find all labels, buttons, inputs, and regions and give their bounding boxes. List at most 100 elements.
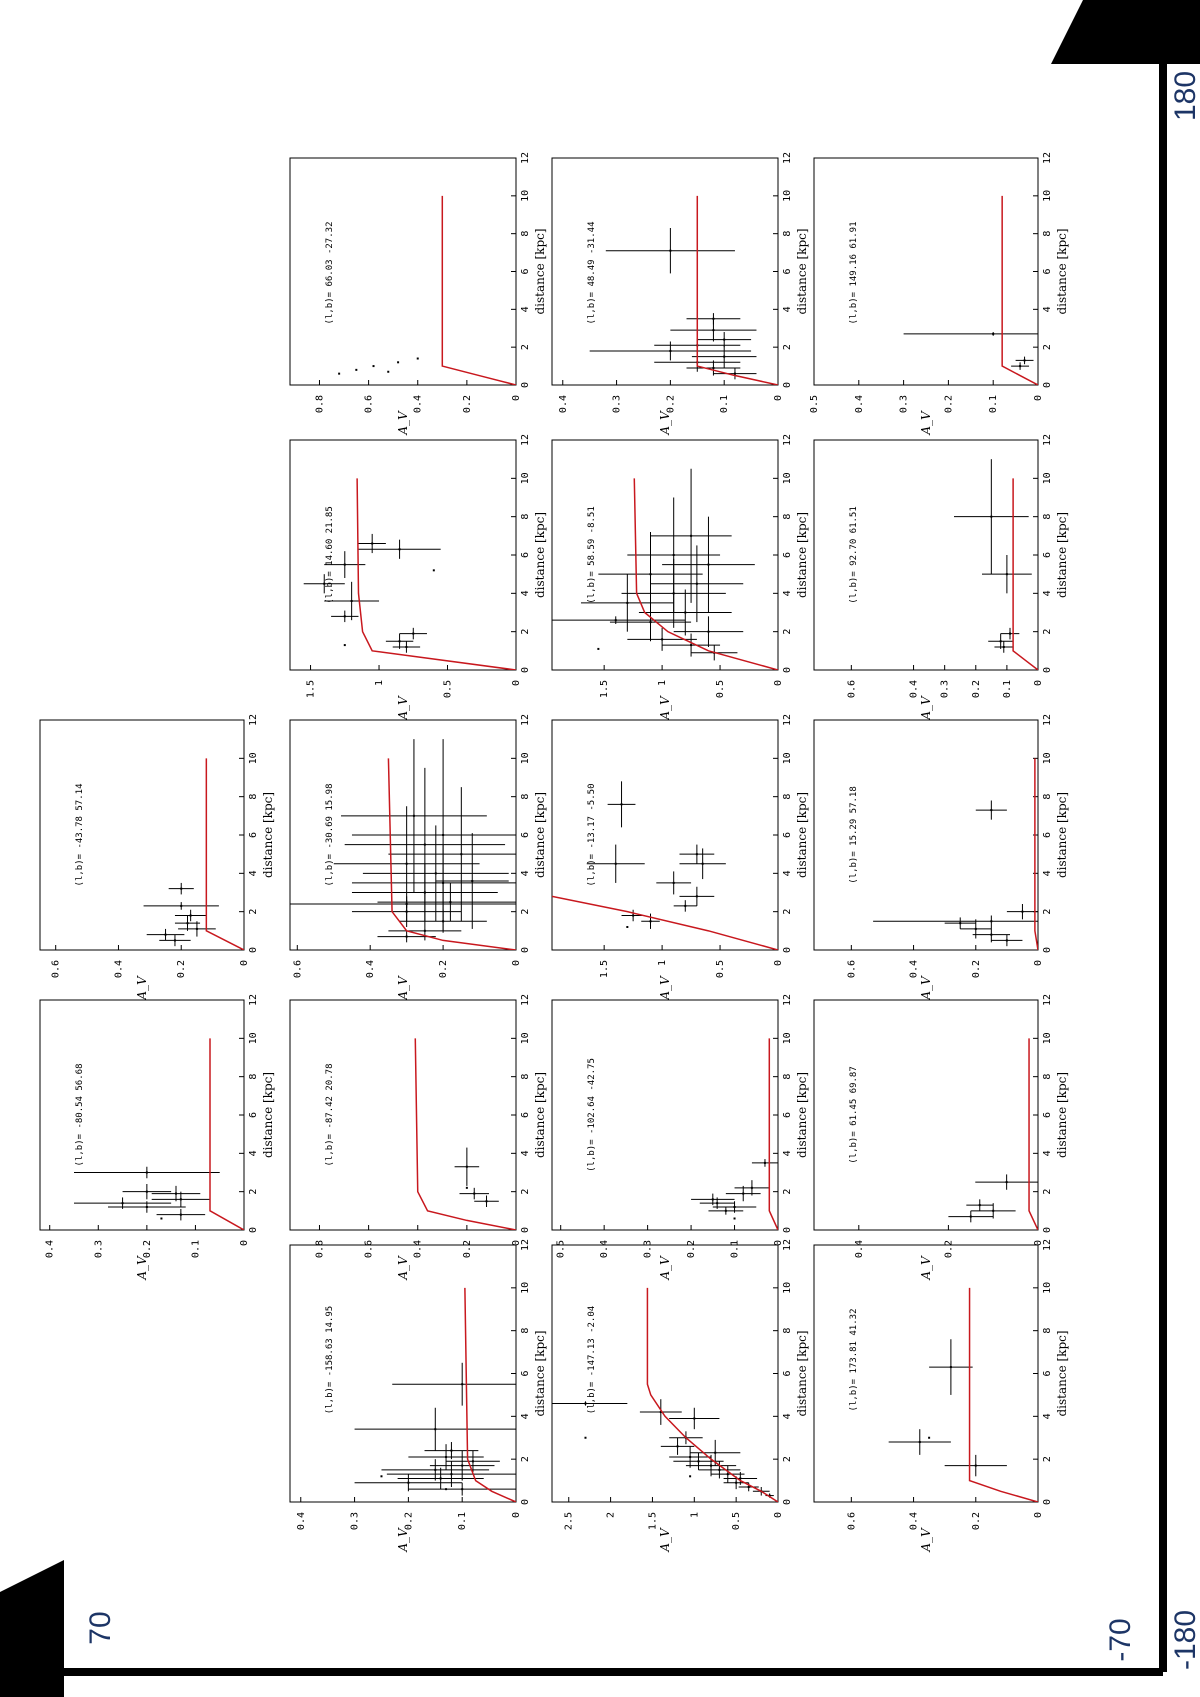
data-point	[954, 459, 1029, 575]
x-tick-label: 12	[520, 1239, 531, 1251]
plot-area	[888, 1287, 1038, 1502]
plot-area	[873, 758, 1038, 950]
x-tick-label: 4	[1042, 1413, 1053, 1419]
data-point	[1015, 356, 1034, 365]
x-tick-label: 12	[782, 1239, 793, 1251]
x-axis-label: distance [kpc]	[795, 512, 809, 598]
model-extinction-curve	[387, 758, 516, 950]
y-tick-label: 0.2	[943, 395, 954, 413]
data-point	[1000, 627, 1020, 640]
x-axis-label: distance [kpc]	[533, 228, 547, 314]
x-tick-label: 4	[782, 306, 793, 312]
longitude-max-label: 180	[1169, 71, 1200, 121]
x-axis-label: distance [kpc]	[533, 1072, 547, 1158]
latitude-max-label: 70	[84, 1611, 117, 1644]
y-tick-label: 0.5	[715, 680, 726, 698]
data-point	[662, 516, 755, 613]
data-point	[685, 1454, 737, 1477]
x-tick-label: 6	[782, 832, 793, 838]
x-axis-label: distance [kpc]	[795, 792, 809, 878]
y-axis-label: A_V	[658, 1527, 672, 1553]
data-point	[711, 1465, 745, 1483]
x-axis-label: distance [kpc]	[261, 1072, 275, 1158]
x-tick-label: 0	[520, 1499, 531, 1505]
x-axis-label: distance [kpc]	[533, 512, 547, 598]
data-point	[686, 313, 741, 325]
y-axis-label: A_V	[396, 695, 410, 721]
data-point	[354, 1474, 463, 1492]
y-tick-label: 0.2	[438, 960, 449, 978]
longitude-min-label: -180	[1169, 1610, 1200, 1670]
x-tick-label: 12	[520, 434, 531, 446]
x-tick-label: 4	[1042, 590, 1053, 596]
y-tick-label: 1.5	[306, 680, 317, 698]
y-tick-label: 0.8	[314, 395, 325, 413]
data-point	[738, 1482, 759, 1492]
y-axis-label: A_V	[135, 1255, 149, 1281]
data-point	[408, 1444, 484, 1470]
data-point	[552, 616, 686, 624]
x-tick-label: 6	[1042, 832, 1053, 838]
x-tick-label: 8	[1042, 1328, 1053, 1334]
data-point	[174, 909, 207, 922]
y-tick-label: 0	[773, 1512, 784, 1518]
panel-frame	[551, 1244, 779, 1503]
data-point	[341, 739, 487, 893]
y-tick-label: 0	[1033, 960, 1044, 966]
y-tick-label: 0	[1033, 395, 1044, 401]
y-tick-label: 0	[239, 960, 250, 966]
x-tick-label: 6	[782, 552, 793, 558]
x-axis-label: distance [kpc]	[533, 792, 547, 878]
data-point	[552, 1401, 628, 1406]
x-tick-label: 6	[520, 1112, 531, 1118]
x-tick-label: 6	[1042, 1370, 1053, 1376]
y-tick-label: 0.4	[599, 1240, 610, 1258]
x-tick-label: 10	[1042, 190, 1053, 202]
y-tick-label: 0	[511, 395, 522, 401]
x-tick-label: 8	[782, 231, 793, 237]
x-tick-label: 6	[1042, 268, 1053, 274]
data-point	[662, 633, 721, 657]
data-point	[358, 539, 441, 559]
x-tick-label: 2	[1042, 1456, 1053, 1462]
field-coordinates: (l,b)= -147.13 -2.04	[587, 1306, 597, 1414]
data-point	[174, 915, 201, 931]
x-tick-label: 8	[782, 514, 793, 520]
data-point	[392, 1362, 516, 1406]
x-tick-label: 12	[520, 714, 531, 726]
data-point	[156, 1208, 206, 1221]
data-point	[344, 767, 506, 922]
data-point	[988, 633, 1014, 649]
data-point	[660, 1437, 695, 1455]
data-point	[673, 900, 697, 912]
x-tick-label: 10	[520, 1282, 531, 1294]
data-point	[397, 1467, 484, 1490]
data-point	[673, 616, 744, 647]
data-point	[697, 332, 752, 348]
data-point	[970, 1203, 1016, 1219]
x-tick-label: 0	[782, 1499, 793, 1505]
data-point	[351, 739, 516, 931]
data-point	[143, 902, 219, 910]
extinction-panel: 0 2 4 6 8 10 12 0 0.1 0.2 0.3 0.4 0.6 distance [kpc] A…	[813, 434, 1069, 721]
data-point	[873, 915, 1038, 927]
y-tick-label: 1	[689, 1512, 700, 1518]
x-tick-label: 2	[782, 909, 793, 915]
plot-area	[552, 468, 778, 670]
x-tick-label: 4	[520, 870, 531, 876]
x-tick-label: 10	[1042, 1282, 1053, 1294]
x-tick-label: 2	[520, 909, 531, 915]
x-axis-label: distance [kpc]	[533, 1330, 547, 1416]
data-point	[465, 1186, 468, 1189]
x-tick-label: 0	[782, 947, 793, 953]
y-tick-label: 0	[773, 395, 784, 401]
y-axis-label: A_V	[658, 975, 672, 1001]
x-tick-label: 4	[248, 1150, 259, 1156]
data-point	[388, 787, 516, 922]
panel-frame	[551, 719, 779, 951]
panel-frame	[289, 1244, 517, 1503]
y-tick-label: 0.5	[443, 680, 454, 698]
x-tick-label: 2	[248, 1189, 259, 1195]
